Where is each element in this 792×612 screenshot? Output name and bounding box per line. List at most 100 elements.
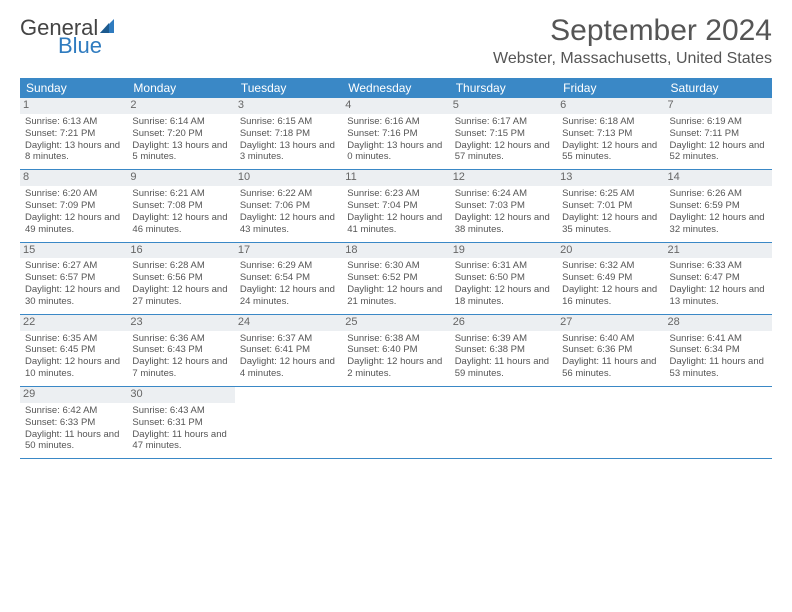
day-cell: 22Sunrise: 6:35 AMSunset: 6:45 PMDayligh… xyxy=(20,315,127,386)
week-row: 1Sunrise: 6:13 AMSunset: 7:21 PMDaylight… xyxy=(20,98,772,170)
sunrise-text: Sunrise: 6:22 AM xyxy=(240,188,337,200)
dow-cell: Friday xyxy=(557,78,664,98)
week-row: 22Sunrise: 6:35 AMSunset: 6:45 PMDayligh… xyxy=(20,315,772,387)
sunset-text: Sunset: 6:36 PM xyxy=(562,344,659,356)
daylight-text: Daylight: 12 hours and 35 minutes. xyxy=(562,212,659,236)
title-block: September 2024 Webster, Massachusetts, U… xyxy=(493,14,772,68)
daylight-text: Daylight: 12 hours and 41 minutes. xyxy=(347,212,444,236)
sunrise-text: Sunrise: 6:16 AM xyxy=(347,116,444,128)
sunset-text: Sunset: 7:09 PM xyxy=(25,200,122,212)
sunrise-text: Sunrise: 6:24 AM xyxy=(455,188,552,200)
daylight-text: Daylight: 12 hours and 24 minutes. xyxy=(240,284,337,308)
daylight-text: Daylight: 11 hours and 50 minutes. xyxy=(25,429,122,453)
sunrise-text: Sunrise: 6:36 AM xyxy=(132,333,229,345)
daylight-text: Daylight: 12 hours and 46 minutes. xyxy=(132,212,229,236)
sunrise-text: Sunrise: 6:13 AM xyxy=(25,116,122,128)
sunset-text: Sunset: 6:52 PM xyxy=(347,272,444,284)
day-number: 29 xyxy=(20,387,127,403)
day-cell: 25Sunrise: 6:38 AMSunset: 6:40 PMDayligh… xyxy=(342,315,449,386)
sunrise-text: Sunrise: 6:15 AM xyxy=(240,116,337,128)
day-cell xyxy=(342,387,449,458)
sunset-text: Sunset: 6:47 PM xyxy=(670,272,767,284)
logo: General Blue xyxy=(20,14,118,56)
sunrise-text: Sunrise: 6:41 AM xyxy=(670,333,767,345)
daylight-text: Daylight: 12 hours and 4 minutes. xyxy=(240,356,337,380)
day-cell: 16Sunrise: 6:28 AMSunset: 6:56 PMDayligh… xyxy=(127,243,234,314)
sunrise-text: Sunrise: 6:33 AM xyxy=(670,260,767,272)
day-cell: 17Sunrise: 6:29 AMSunset: 6:54 PMDayligh… xyxy=(235,243,342,314)
dow-cell: Thursday xyxy=(450,78,557,98)
day-cell: 26 Sunrise: 6:39 AMSunset: 6:38 PMDayligh… xyxy=(450,315,557,386)
day-number: 2 xyxy=(127,98,234,114)
day-cell: 1Sunrise: 6:13 AMSunset: 7:21 PMDaylight… xyxy=(20,98,127,169)
day-cell: 2Sunrise: 6:14 AMSunset: 7:20 PMDaylight… xyxy=(127,98,234,169)
sunrise-text: Sunrise: 6:27 AM xyxy=(25,260,122,272)
dow-cell: Wednesday xyxy=(342,78,449,98)
day-number: 14 xyxy=(665,170,772,186)
dow-cell: Tuesday xyxy=(235,78,342,98)
sunrise-text: Sunrise: 6:35 AM xyxy=(25,333,122,345)
day-cell: 19Sunrise: 6:31 AMSunset: 6:50 PMDayligh… xyxy=(450,243,557,314)
sunrise-text: Sunrise: 6:14 AM xyxy=(132,116,229,128)
sunset-text: Sunset: 7:04 PM xyxy=(347,200,444,212)
daylight-text: Daylight: 12 hours and 55 minutes. xyxy=(562,140,659,164)
sunset-text: Sunset: 6:49 PM xyxy=(562,272,659,284)
day-cell xyxy=(557,387,664,458)
day-number: 25 xyxy=(342,315,449,331)
sunset-text: Sunset: 6:57 PM xyxy=(25,272,122,284)
day-number: 30 xyxy=(127,387,234,403)
daylight-text: Daylight: 12 hours and 49 minutes. xyxy=(25,212,122,236)
daylight-text: Daylight: 12 hours and 21 minutes. xyxy=(347,284,444,308)
day-cell: 11Sunrise: 6:23 AMSunset: 7:04 PMDayligh… xyxy=(342,170,449,241)
daylight-text: Daylight: 12 hours and 7 minutes. xyxy=(132,356,229,380)
location: Webster, Massachusetts, United States xyxy=(493,50,772,68)
day-cell: 12Sunrise: 6:24 AMSunset: 7:03 PMDayligh… xyxy=(450,170,557,241)
sunset-text: Sunset: 6:33 PM xyxy=(25,417,122,429)
daylight-text: Daylight: 11 hours and 59 minutes. xyxy=(455,356,552,380)
daylight-text: Daylight: 12 hours and 30 minutes. xyxy=(25,284,122,308)
day-number: 26 xyxy=(450,315,557,331)
day-cell: 20Sunrise: 6:32 AMSunset: 6:49 PMDayligh… xyxy=(557,243,664,314)
day-number: 22 xyxy=(20,315,127,331)
daylight-text: Daylight: 11 hours and 53 minutes. xyxy=(670,356,767,380)
sunset-text: Sunset: 6:41 PM xyxy=(240,344,337,356)
daylight-text: Daylight: 13 hours and 0 minutes. xyxy=(347,140,444,164)
day-cell: 9 Sunrise: 6:21 AMSunset: 7:08 PMDaylight… xyxy=(127,170,234,241)
sunset-text: Sunset: 7:01 PM xyxy=(562,200,659,212)
sunset-text: Sunset: 7:15 PM xyxy=(455,128,552,140)
sunset-text: Sunset: 6:38 PM xyxy=(455,344,552,356)
sunset-text: Sunset: 7:08 PM xyxy=(132,200,229,212)
sunrise-text: Sunrise: 6:38 AM xyxy=(347,333,444,345)
dow-cell: Monday xyxy=(127,78,234,98)
sunset-text: Sunset: 7:11 PM xyxy=(670,128,767,140)
sunrise-text: Sunrise: 6:42 AM xyxy=(25,405,122,417)
sunrise-text: Sunrise: 6:17 AM xyxy=(455,116,552,128)
daylight-text: Daylight: 13 hours and 3 minutes. xyxy=(240,140,337,164)
daylight-text: Daylight: 11 hours and 47 minutes. xyxy=(132,429,229,453)
day-cell: 15Sunrise: 6:27 AMSunset: 6:57 PMDayligh… xyxy=(20,243,127,314)
sunset-text: Sunset: 6:34 PM xyxy=(670,344,767,356)
sunrise-text: Sunrise: 6:43 AM xyxy=(132,405,229,417)
sunset-text: Sunset: 7:20 PM xyxy=(132,128,229,140)
day-number: 8 xyxy=(20,170,127,186)
day-number: 9 xyxy=(127,170,234,186)
calendar: SundayMondayTuesdayWednesdayThursdayFrid… xyxy=(20,78,772,459)
sunset-text: Sunset: 6:31 PM xyxy=(132,417,229,429)
day-cell: 27Sunrise: 6:40 AMSunset: 6:36 PMDayligh… xyxy=(557,315,664,386)
day-number: 11 xyxy=(342,170,449,186)
daylight-text: Daylight: 12 hours and 18 minutes. xyxy=(455,284,552,308)
month-title: September 2024 xyxy=(493,14,772,48)
sunrise-text: Sunrise: 6:39 AM xyxy=(455,333,552,345)
daylight-text: Daylight: 12 hours and 27 minutes. xyxy=(132,284,229,308)
sunrise-text: Sunrise: 6:18 AM xyxy=(562,116,659,128)
day-cell: 4Sunrise: 6:16 AMSunset: 7:16 PMDaylight… xyxy=(342,98,449,169)
day-number: 17 xyxy=(235,243,342,259)
day-number: 3 xyxy=(235,98,342,114)
sunset-text: Sunset: 7:18 PM xyxy=(240,128,337,140)
logo-sail-icon xyxy=(100,15,118,40)
day-number: 6 xyxy=(557,98,664,114)
sunrise-text: Sunrise: 6:25 AM xyxy=(562,188,659,200)
day-cell: 28Sunrise: 6:41 AMSunset: 6:34 PMDayligh… xyxy=(665,315,772,386)
day-number: 4 xyxy=(342,98,449,114)
sunrise-text: Sunrise: 6:21 AM xyxy=(132,188,229,200)
